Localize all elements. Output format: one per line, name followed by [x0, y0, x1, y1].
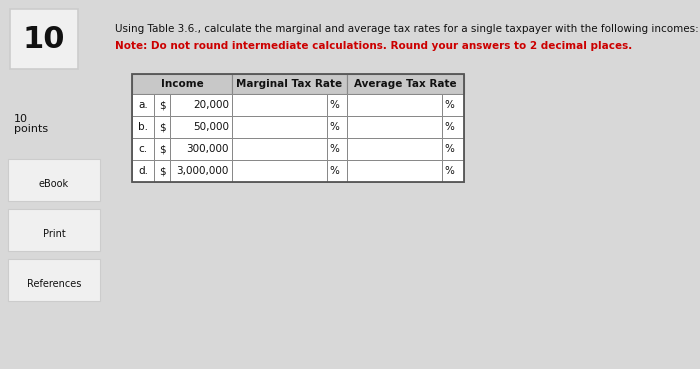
Text: 20,000: 20,000	[193, 100, 229, 110]
Bar	[232, 94, 327, 116]
Text: c.: c.	[139, 144, 148, 154]
Bar	[232, 116, 327, 138]
Bar	[170, 116, 232, 138]
Bar	[132, 94, 154, 116]
Bar	[347, 160, 442, 182]
Bar	[154, 116, 170, 138]
Text: Using Table 3.6., calculate the marginal and average tax rates for a single taxp: Using Table 3.6., calculate the marginal…	[115, 24, 699, 34]
Text: d.: d.	[138, 166, 148, 176]
Text: 50,000: 50,000	[193, 122, 229, 132]
Bar	[347, 138, 442, 160]
Text: 10: 10	[14, 114, 28, 124]
Bar	[132, 116, 154, 138]
Bar	[442, 138, 464, 160]
Bar	[327, 138, 347, 160]
Text: $: $	[159, 122, 165, 132]
Text: 300,000: 300,000	[186, 144, 229, 154]
Text: Income: Income	[160, 79, 204, 89]
Bar	[232, 74, 347, 94]
Bar	[442, 160, 464, 182]
Text: %: %	[329, 166, 339, 176]
Bar	[327, 94, 347, 116]
Bar	[132, 74, 232, 94]
Bar	[154, 94, 170, 116]
Bar	[170, 138, 232, 160]
Bar	[170, 94, 232, 116]
Text: $: $	[159, 100, 165, 110]
Text: 10: 10	[22, 24, 65, 54]
Text: a.: a.	[138, 100, 148, 110]
Text: Marginal Tax Rate: Marginal Tax Rate	[237, 79, 342, 89]
Text: Print: Print	[43, 229, 65, 239]
Text: b.: b.	[138, 122, 148, 132]
Text: $: $	[159, 144, 165, 154]
Bar	[154, 160, 170, 182]
Bar	[347, 94, 442, 116]
Bar	[327, 116, 347, 138]
Bar	[347, 116, 442, 138]
Bar	[8, 209, 100, 251]
Text: Note: Do not round intermediate calculations. Round your answers to 2 decimal pl: Note: Do not round intermediate calculat…	[115, 41, 632, 51]
Bar	[8, 259, 100, 301]
Bar	[170, 160, 232, 182]
Text: 3,000,000: 3,000,000	[176, 166, 229, 176]
Text: %: %	[444, 144, 454, 154]
Text: %: %	[444, 122, 454, 132]
Bar	[154, 138, 170, 160]
Bar	[8, 159, 100, 201]
Bar	[132, 74, 464, 182]
Text: %: %	[329, 144, 339, 154]
Text: References: References	[27, 279, 81, 289]
Text: %: %	[329, 122, 339, 132]
Text: points: points	[14, 124, 48, 134]
Bar	[132, 138, 154, 160]
Bar	[442, 94, 464, 116]
Bar	[327, 160, 347, 182]
Bar	[347, 74, 464, 94]
Text: %: %	[444, 100, 454, 110]
Bar	[10, 9, 78, 69]
Text: eBook: eBook	[39, 179, 69, 189]
Text: %: %	[329, 100, 339, 110]
Text: %: %	[444, 166, 454, 176]
Text: $: $	[159, 166, 165, 176]
Bar	[442, 116, 464, 138]
Bar	[232, 160, 327, 182]
Bar	[132, 160, 154, 182]
Bar	[232, 138, 327, 160]
Text: Average Tax Rate: Average Tax Rate	[354, 79, 457, 89]
